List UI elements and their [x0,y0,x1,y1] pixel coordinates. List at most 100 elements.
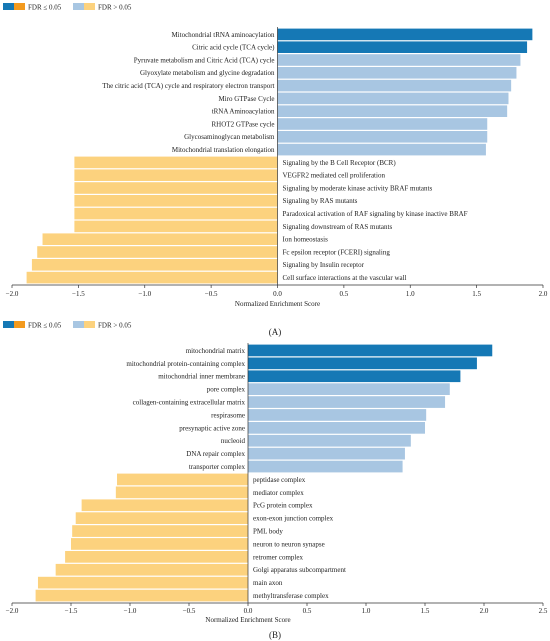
bar [74,169,278,181]
bar [74,182,278,194]
bar [277,67,517,79]
bar [31,259,278,271]
bar [277,92,509,105]
bar-label: Signaling by RAS mutants [283,197,358,205]
x-tick-label: −1.0 [124,607,137,615]
bar [72,525,249,537]
bar-label: mediator complex [253,489,304,497]
bar-label: Paradoxical activation of RAF signaling … [283,210,468,218]
bar [74,156,278,169]
bar-label: Signaling by moderate kinase activity BR… [283,184,433,192]
x-tick-label: 0.0 [244,607,253,615]
bar [248,422,425,434]
bar-label: collagen-containing extracellular matrix [133,398,246,406]
legend-swatch-nonsignificant-yellow [84,3,95,10]
bar [26,271,278,284]
bar-label: peptidase complex [253,476,306,484]
bar-label: Cell surface interactions at the vascula… [283,274,407,282]
bar-label: pore complex [207,386,246,394]
x-tick-label: 1.0 [362,607,371,615]
bar [81,499,249,512]
bar [75,512,248,524]
panel-b: FDR ≤ 0.05 FDR > 0.05 mitochondrial matrix… [3,321,548,640]
x-axis-title: Normalized Enrichment Score [235,300,320,308]
panel-a: FDR ≤ 0.05 FDR > 0.05 Mitochondrial tRNA a… [3,3,548,337]
panel-label: (A) [269,327,282,337]
bar [248,396,446,408]
legend-swatch-significant-orange [14,321,25,328]
bar [248,434,411,447]
bar-label: nucleoid [221,437,246,445]
bar-label: presynaptic active zone [179,424,245,432]
x-tick-label: 0.0 [273,290,282,298]
legend-label-significant: FDR ≤ 0.05 [28,322,62,330]
legend: FDR ≤ 0.05 FDR > 0.05 [3,321,132,330]
bar-label: Mitochondrial tRNA aminoacylation [171,31,275,39]
bar-label: main axon [253,579,283,587]
bar-label: PcG protein complex [253,502,313,510]
legend-swatch-significant-blue [3,321,14,328]
bar [277,54,521,66]
bar [248,344,493,357]
bar [115,486,248,499]
bar [277,41,528,53]
bar-label: retromer complex [253,553,303,561]
bar-label: DNA repair complex [186,450,245,458]
bar [74,220,278,233]
bar [117,473,249,486]
bar [277,105,508,117]
bar [55,563,248,576]
bar [277,28,533,41]
bar-label: Fc epsilon receptor (FCERI) signaling [283,248,391,256]
legend: FDR ≤ 0.05 FDR > 0.05 [3,3,132,12]
bar [37,246,278,258]
x-tick-label: 1.5 [421,607,430,615]
bar-label: neuron to neuron synapse [253,540,325,548]
x-tick-label: 2.0 [480,607,489,615]
bar-label: Miro GTPase Cycle [219,95,275,103]
bar-label: mitochondrial inner membrane [158,373,245,381]
bar-label: methyltransferase complex [253,592,329,600]
bar-label: exon-exon junction complex [253,515,334,523]
legend-swatch-nonsignificant-yellow [84,321,95,328]
x-tick-label: −2.0 [6,607,19,615]
bar-label: tRNA Aminoacylation [212,108,275,116]
x-tick-label: −0.5 [183,607,196,615]
bar-label: Signaling by the B Cell Receptor (BCR) [283,159,397,167]
panel-label: (B) [269,630,281,640]
bar-label: PML body [253,527,283,535]
bar [42,233,278,245]
bar [65,551,248,563]
bar-label: respirasome [211,411,245,419]
x-tick-label: 2.5 [539,607,548,615]
bar-label: mitochondrial protein-containing complex [126,360,245,368]
x-tick-label: −0.5 [205,290,218,298]
bar [277,79,512,92]
bar-label: Signaling downstream of RAS mutants [283,223,393,231]
bar-label: Glyoxylate metabolism and glycine degrad… [140,69,275,77]
bar [248,357,477,370]
bar [35,589,248,602]
legend-swatch-significant-orange [14,3,25,10]
x-tick-label: 1.0 [406,290,415,298]
legend-label-nonsignificant: FDR > 0.05 [98,322,132,330]
bar-label: Signaling by Insulin receptor [283,261,365,269]
legend-label-nonsignificant: FDR > 0.05 [98,4,132,12]
bar [248,383,450,395]
bar [248,370,461,383]
legend-swatch-significant-blue [3,3,14,10]
bar-label: Ion homeostasis [283,236,329,244]
bar-label: Golgi apparatus subcompartment [253,566,346,574]
bar-label: The citric acid (TCA) cycle and respirat… [102,82,274,90]
bar-label: Pyruvate metabolism and Citric Acid (TCA… [134,56,275,64]
x-tick-label: 1.5 [472,290,481,298]
x-tick-label: 0.5 [340,290,349,298]
bar [74,207,278,220]
bar [277,118,488,130]
x-axis-title: Normalized Enrichment Score [205,616,290,624]
bar [74,195,278,207]
x-tick-label: −1.5 [72,290,85,298]
x-tick-label: −1.0 [138,290,151,298]
x-tick-label: 0.5 [303,607,312,615]
